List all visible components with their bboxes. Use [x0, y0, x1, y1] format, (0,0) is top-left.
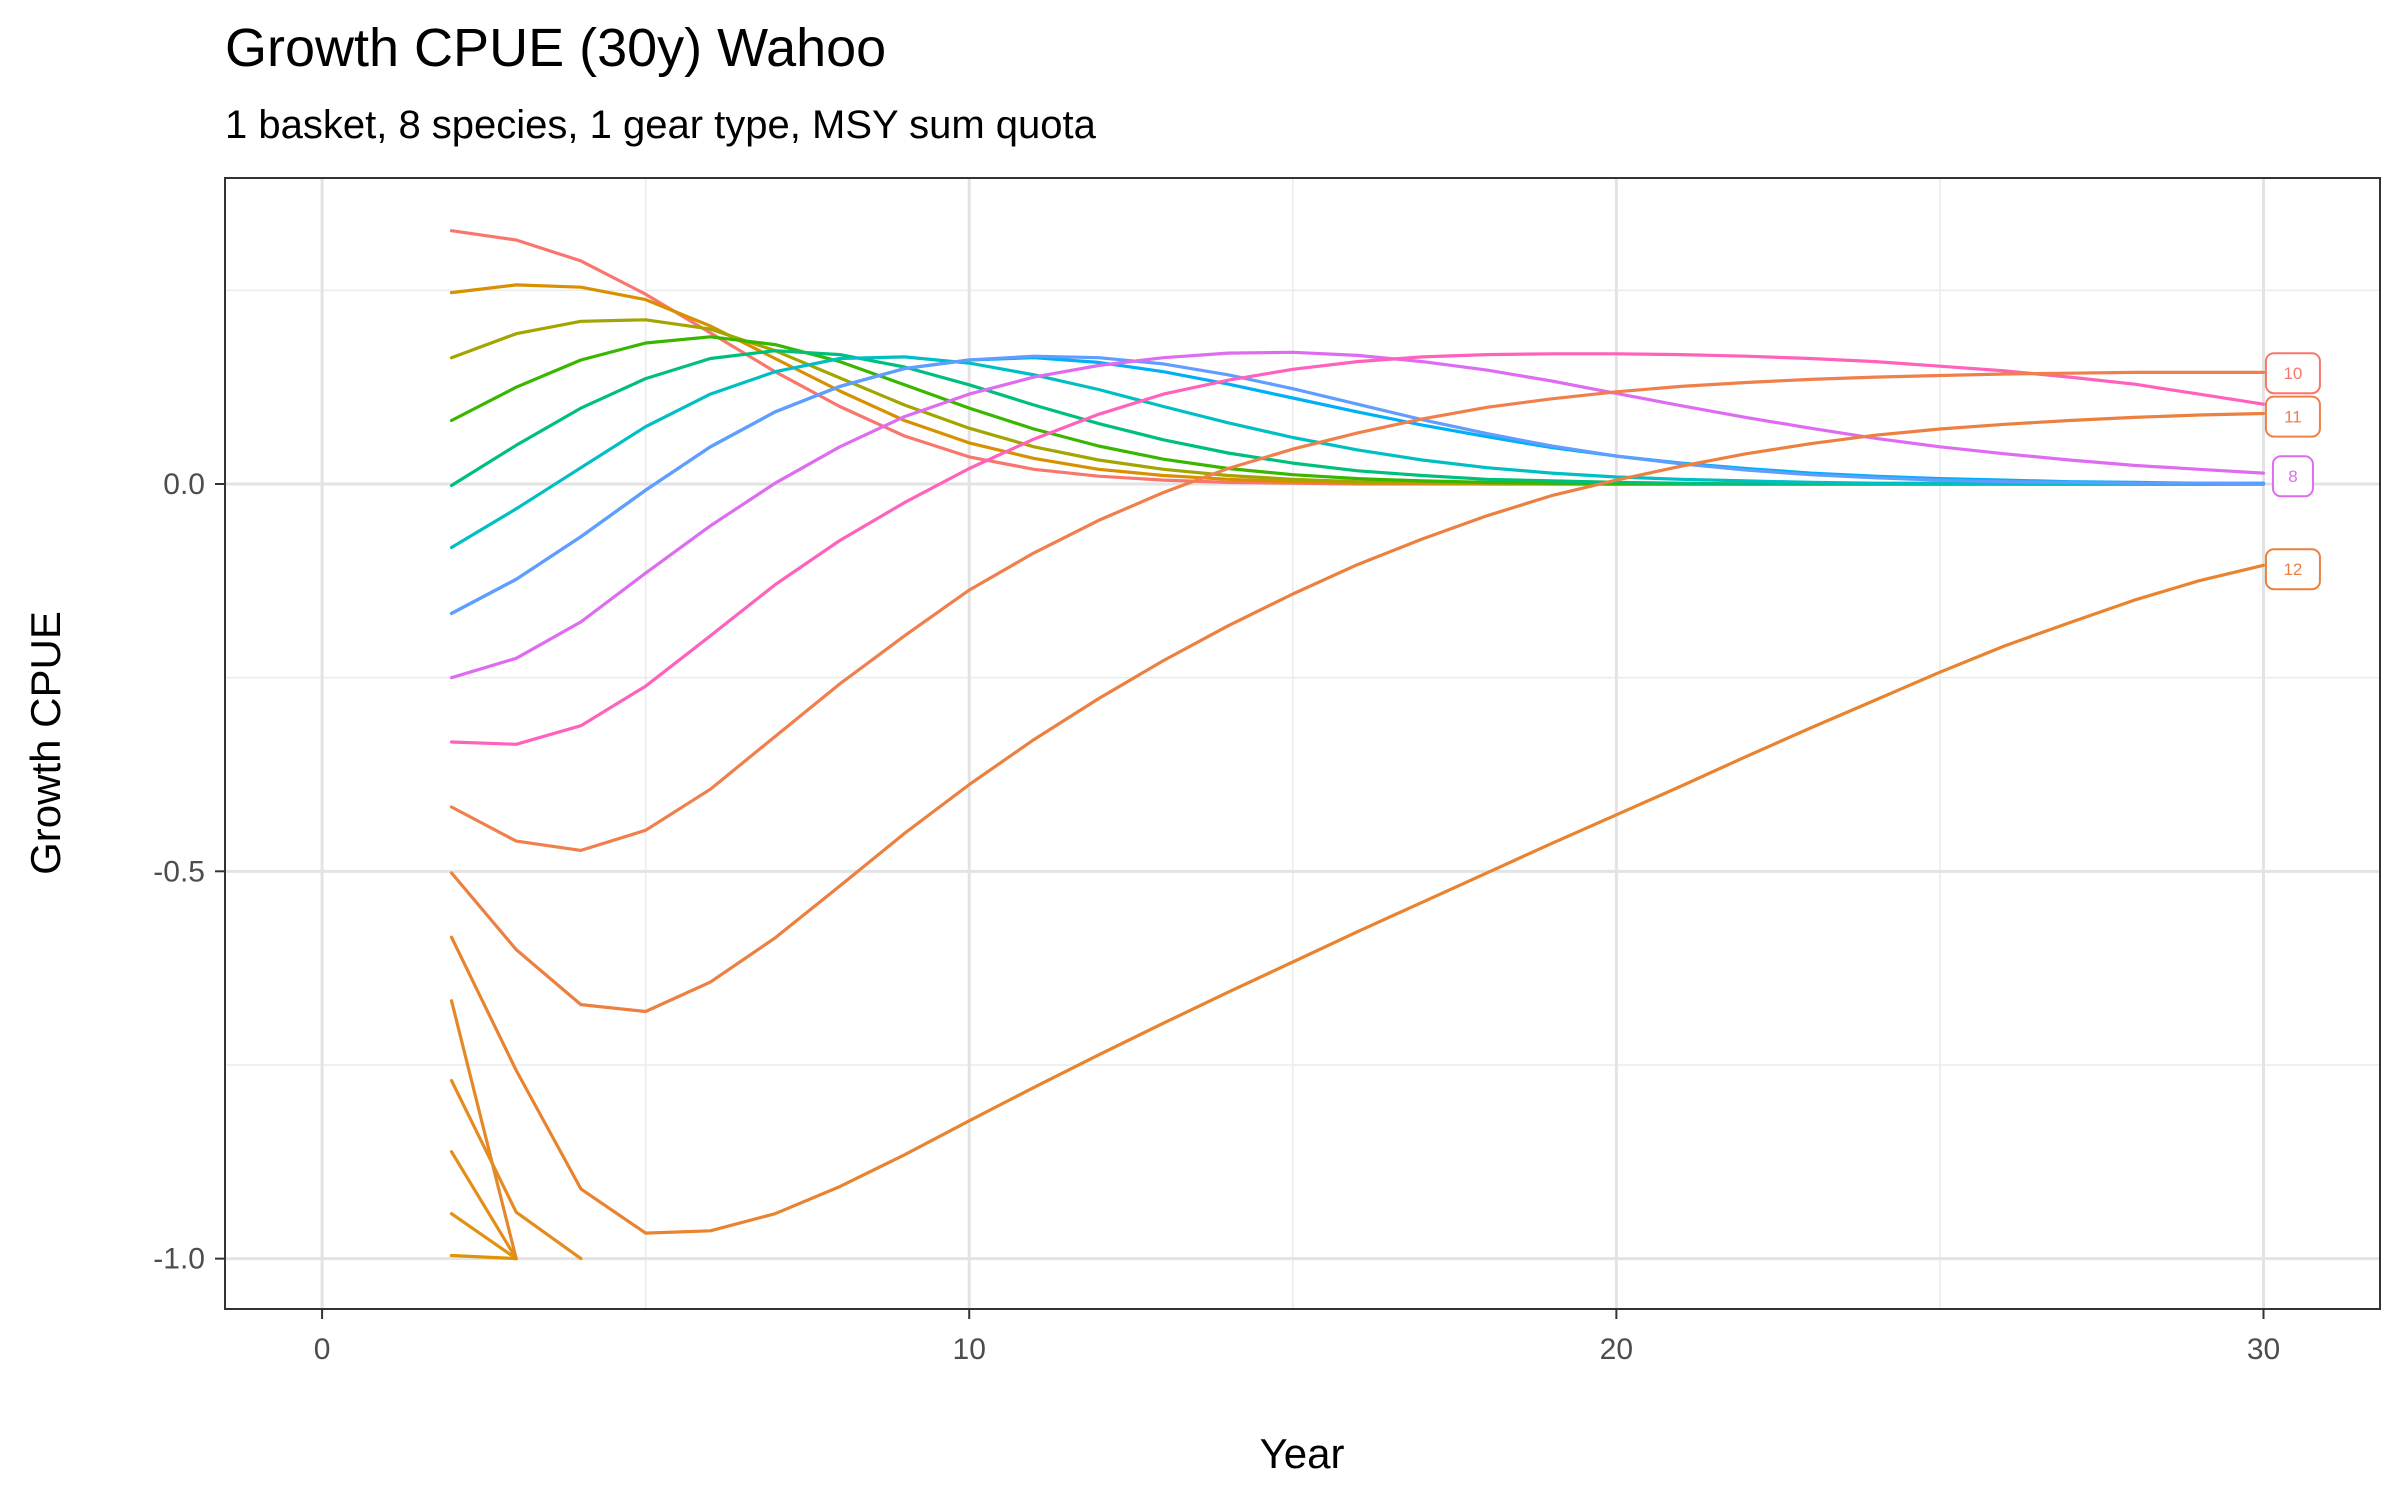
end-labels-layer: 10 11 8 12 [2264, 352, 2321, 591]
series-line-16 [449, 1150, 518, 1261]
x-axis-title: Year [1260, 1430, 1345, 1477]
series-line-14 [449, 999, 518, 1261]
x-tick-label: 0 [314, 1333, 331, 1366]
y-axis-title: Growth CPUE [22, 611, 69, 875]
series-line-13 [449, 563, 2266, 1235]
series-line-15 [449, 1078, 583, 1261]
series-line-9 [449, 350, 2266, 680]
series-line-11 [449, 370, 2266, 853]
end-label-10: 10 [2264, 352, 2321, 395]
x-tick-label: 10 [953, 1333, 986, 1366]
series-line-8 [449, 354, 2266, 616]
end-label-box [2264, 395, 2321, 438]
x-tick-label: 30 [2247, 1333, 2280, 1366]
panel-border [224, 177, 2381, 1310]
series-layer [449, 229, 2266, 1261]
x-tick-label: 20 [1600, 1333, 1633, 1366]
end-label-11: 11 [2264, 395, 2321, 438]
end-label-text: 11 [2284, 408, 2302, 427]
series-line-18 [449, 1253, 518, 1261]
series-line-3 [449, 318, 2266, 486]
end-label-text: 10 [2283, 364, 2302, 383]
end-label-text: 8 [2288, 467, 2297, 486]
chart-subtitle: 1 basket, 8 species, 1 gear type, MSY su… [225, 103, 1097, 147]
axis-layer: 0 10 20 30 -1.0 -0.5 0.0 [153, 468, 2280, 1366]
y-tick-label: -1.0 [153, 1243, 205, 1276]
end-label-box [2264, 548, 2321, 591]
chart-title: Growth CPUE (30y) Wahoo [225, 18, 886, 78]
y-tick-label: -0.5 [153, 855, 205, 888]
end-label-8: 8 [2271, 455, 2314, 498]
series-line-2 [449, 283, 2266, 486]
end-label-box [2264, 352, 2321, 395]
end-label-text: 12 [2283, 560, 2302, 579]
series-line-17 [449, 1212, 518, 1261]
series-line-12 [449, 411, 2266, 1014]
end-label-12: 12 [2264, 548, 2321, 591]
grid-layer [225, 178, 2380, 1309]
end-label-box [2271, 455, 2314, 498]
y-tick-label: 0.0 [163, 468, 205, 501]
series-line-10 [449, 352, 2266, 746]
series-line-6 [449, 355, 2266, 550]
